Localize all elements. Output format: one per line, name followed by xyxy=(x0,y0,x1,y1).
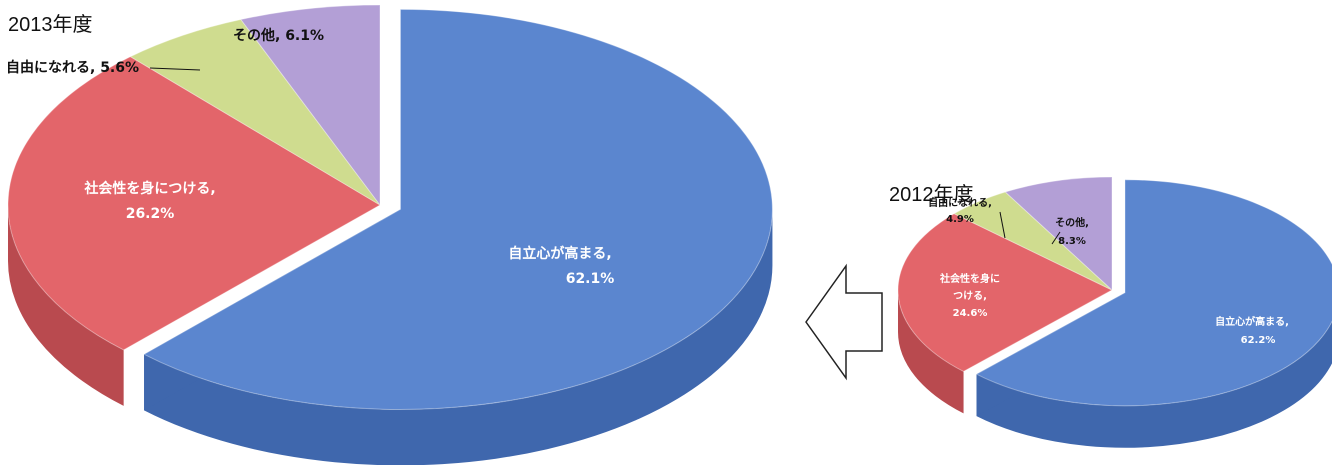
pie-slice-jiritsushin xyxy=(143,8,773,410)
slice-value-sonota: 8.3% xyxy=(1058,236,1086,247)
slice-label-jiyuu: 自由になれる, xyxy=(928,196,992,209)
slice-value-jiyuu: 4.9% xyxy=(946,214,974,225)
pie-side-shakaisei xyxy=(898,290,964,414)
leader-line-sonota-2012 xyxy=(1051,231,1061,245)
chart-title-2013: 2013年度 xyxy=(8,14,93,36)
slice-value-jiritsushin: 62.2% xyxy=(1241,335,1276,346)
pie-slice-jiritsushin xyxy=(975,179,1332,407)
slice-value-jiritsushin: 62.1% xyxy=(566,271,615,287)
slice-label-sonota: その他, 6.1% xyxy=(233,27,324,44)
slice-label-sonota: その他, xyxy=(1055,216,1089,229)
pie-side-shakaisei xyxy=(8,205,124,406)
slice-label-jiritsushin: 自立心が高まる, xyxy=(508,245,611,262)
chart-title-2012: 2012年度 xyxy=(889,184,974,206)
arrow-left-icon xyxy=(805,263,883,381)
slice-label-jiyuu: 自由になれる, 5.6% xyxy=(6,59,139,76)
slice-value-shakaisei: 26.2% xyxy=(126,206,175,222)
slice-label-jiritsushin: 自立心が高まる, xyxy=(1215,315,1289,328)
leader-line-jiyuu-2012 xyxy=(999,211,1006,239)
pie-slice-jiyuu xyxy=(953,191,1113,291)
slice-label-shakaisei: 社会性を身につける, xyxy=(83,180,215,197)
pie-chart-2013: 自立心が高まる, 62.1% 社会性を身につける, 26.2% 自由になれる, 5.6%… xyxy=(6,4,773,465)
leader-line-jiyuu-2013 xyxy=(149,67,201,71)
pie-slice-sonota xyxy=(240,4,381,207)
slice-value-shakaisei: 24.6% xyxy=(953,308,988,319)
pie-side-jiritsushin xyxy=(976,321,1332,448)
slice-label-shakaisei-line1: 社会性を身に xyxy=(939,272,1000,285)
pie-slice-shakaisei xyxy=(7,56,381,351)
pie-side-jiritsushin xyxy=(144,209,773,465)
pie-slice-jiyuu xyxy=(129,18,381,206)
slice-label-shakaisei-line2: つける, xyxy=(953,290,987,302)
pie-slice-shakaisei xyxy=(897,213,1114,372)
pie-chart-2012: 自立心が高まる, 62.2% 社会性を身につける, 24.6% 自由になれる, 4.9% そ… xyxy=(897,176,1332,448)
